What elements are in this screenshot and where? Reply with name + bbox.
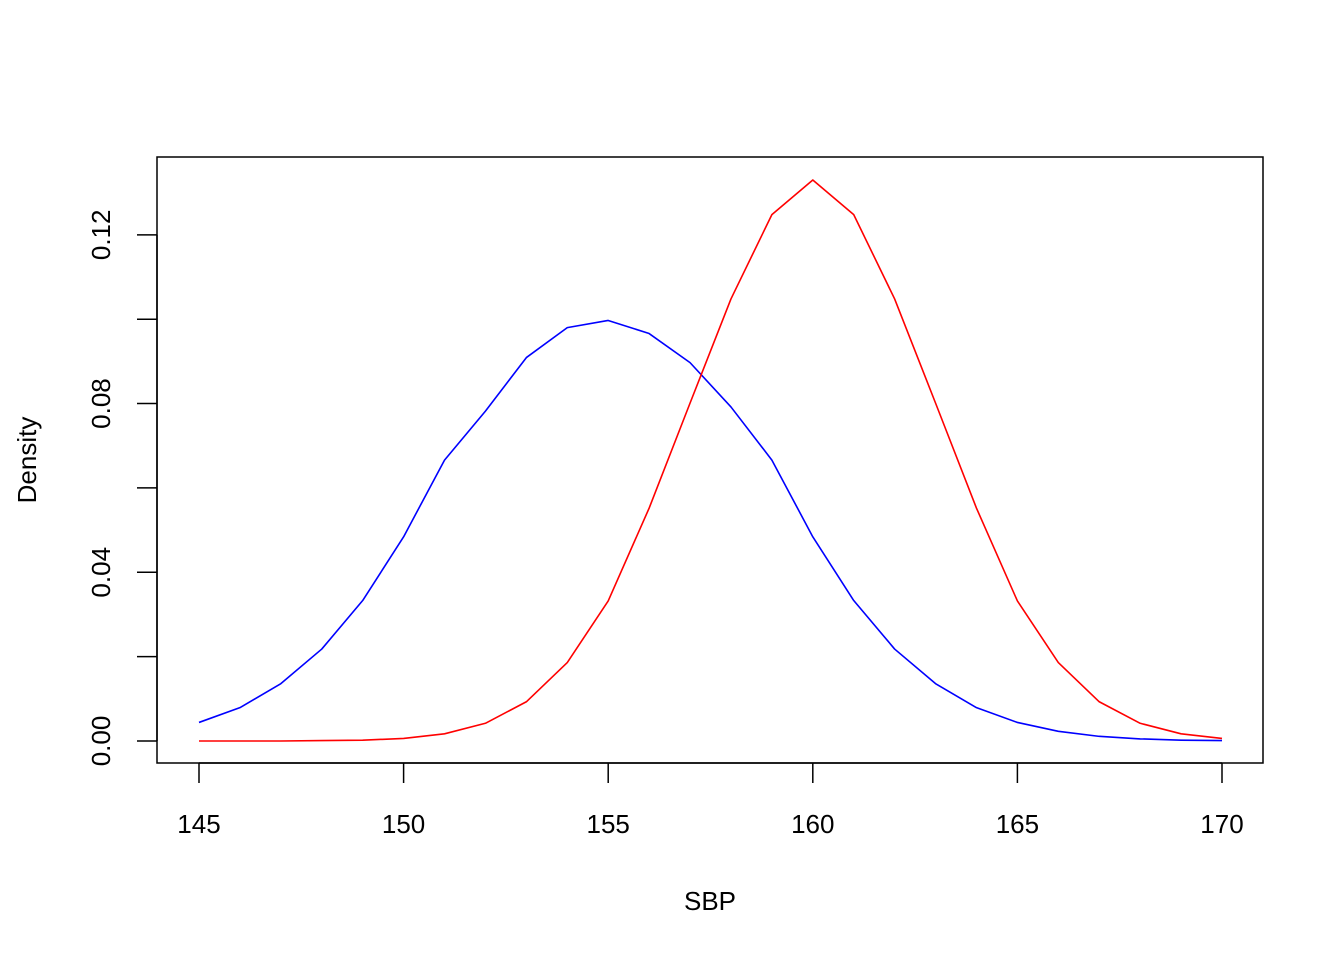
density-series-2 <box>199 179 1223 742</box>
y-tick-label: 0.04 <box>86 547 116 598</box>
y-tick-label: 0.12 <box>86 210 116 261</box>
density-series-1 <box>198 319 1223 742</box>
series-layer <box>198 179 1223 742</box>
y-axis-label: Density <box>12 417 42 504</box>
x-tick-label: 150 <box>382 809 425 839</box>
x-axis: 145 150 155 160 165 170 <box>177 762 1244 839</box>
x-tick-label: 165 <box>996 809 1039 839</box>
x-tick-label: 155 <box>587 809 630 839</box>
x-axis-label: SBP <box>684 886 736 916</box>
x-tick-label: 145 <box>177 809 220 839</box>
plot-frame <box>156 156 1264 764</box>
x-tick-label: 160 <box>791 809 834 839</box>
y-axis: 0.00 0.04 0.08 0.12 <box>86 210 158 767</box>
y-tick-label: 0.08 <box>86 378 116 429</box>
y-tick-label: 0.00 <box>86 716 116 767</box>
x-tick-label: 170 <box>1200 809 1243 839</box>
